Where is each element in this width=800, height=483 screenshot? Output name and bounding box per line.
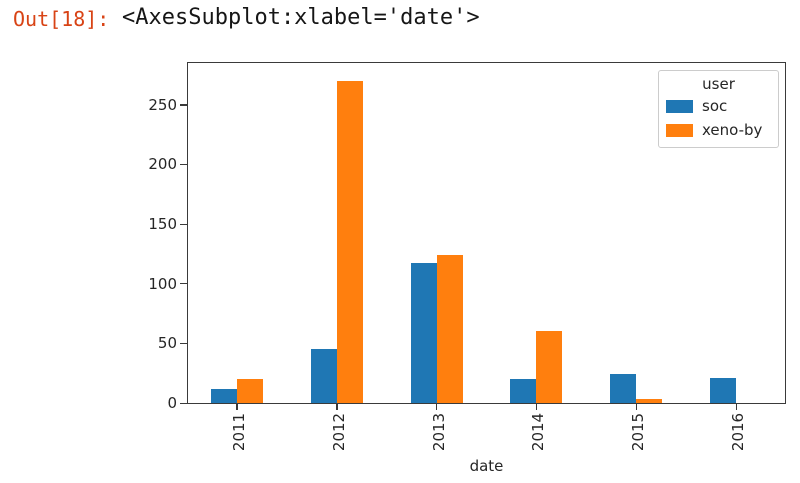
- bar-xeno-by-2012: [336, 81, 363, 403]
- y-tick-label: 0: [167, 394, 177, 412]
- x-tick-2012: [336, 404, 338, 410]
- y-tick-100: [180, 283, 187, 285]
- bar-soc-2015: [610, 374, 637, 403]
- x-tick-label: 2016: [729, 412, 748, 452]
- bar-soc-2016: [710, 378, 737, 403]
- legend-swatch-xeno-by: [666, 123, 693, 137]
- x-tick-label: 2015: [629, 412, 648, 452]
- x-tick-2013: [436, 404, 438, 410]
- y-tick-label: 50: [157, 334, 177, 353]
- x-tick-label: 2013: [429, 412, 448, 452]
- y-tick-label: 200: [148, 155, 177, 174]
- x-tick-2011: [236, 404, 238, 410]
- y-tick-0: [180, 402, 187, 404]
- bar-soc-2013: [410, 263, 437, 403]
- y-tick-label: 100: [148, 274, 177, 293]
- bar-soc-2012: [310, 349, 337, 403]
- legend-label: soc: [702, 96, 728, 115]
- x-tick-label: 2014: [529, 412, 548, 452]
- legend-title: user: [702, 75, 735, 93]
- legend-item-soc: soc: [665, 94, 772, 118]
- y-tick-label: 150: [148, 215, 177, 234]
- bar-soc-2014: [510, 379, 537, 403]
- legend-label: xeno-by: [702, 120, 763, 139]
- x-tick-label: 2012: [329, 412, 348, 452]
- legend-item-xeno-by: xeno-by: [665, 118, 772, 142]
- legend-swatch-soc: [666, 99, 693, 113]
- bar-xeno-by-2011: [236, 379, 263, 403]
- x-tick-2016: [735, 404, 737, 410]
- x-axis-title: date: [469, 457, 504, 475]
- bar-xeno-by-2015: [636, 399, 663, 403]
- out-prompt: Out[18]:: [13, 7, 110, 31]
- x-tick-2015: [635, 404, 638, 410]
- y-tick-150: [180, 223, 187, 225]
- y-tick-label: 250: [148, 95, 177, 114]
- bar-xeno-by-2014: [536, 331, 563, 403]
- y-tick-50: [180, 342, 187, 345]
- y-tick-250: [180, 104, 187, 106]
- axes-repr-text: <AxesSubplot:xlabel='date'>: [122, 5, 480, 30]
- bar-soc-2011: [210, 389, 237, 403]
- bar-xeno-by-2013: [436, 255, 463, 403]
- x-tick-label: 2011: [229, 412, 248, 452]
- x-tick-2014: [535, 404, 538, 410]
- legend: user soc xeno-by: [658, 70, 779, 148]
- y-tick-200: [180, 163, 187, 166]
